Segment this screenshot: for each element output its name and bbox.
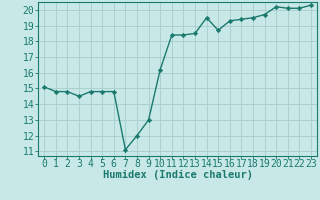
X-axis label: Humidex (Indice chaleur): Humidex (Indice chaleur) [103, 170, 252, 180]
